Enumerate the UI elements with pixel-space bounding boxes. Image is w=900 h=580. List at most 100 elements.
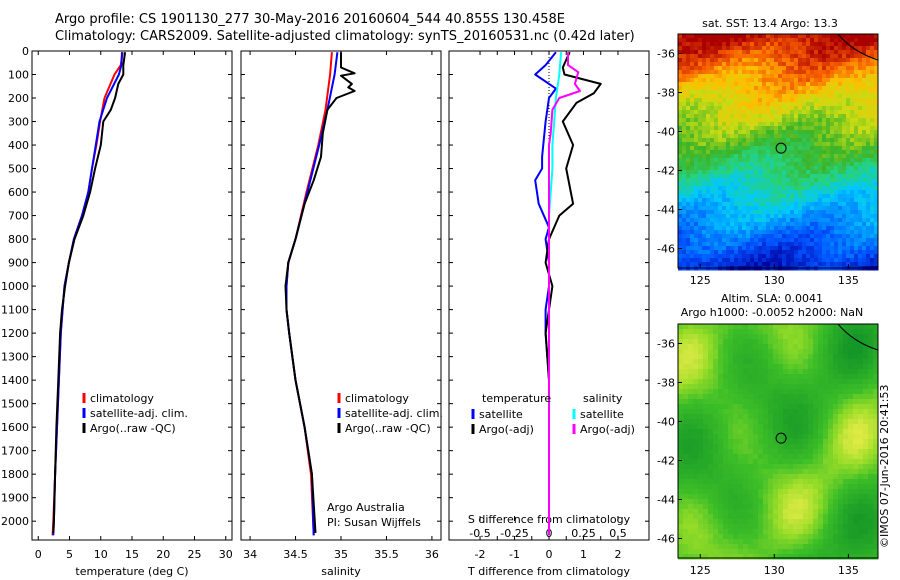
map-cell xyxy=(726,166,731,171)
map-cell xyxy=(678,222,683,227)
map-cell xyxy=(778,118,783,123)
map-cell xyxy=(858,38,863,43)
map-cell xyxy=(742,206,747,211)
map-cell xyxy=(833,424,839,430)
map-cell xyxy=(838,238,843,243)
map-cell xyxy=(790,258,795,263)
map-cell xyxy=(858,499,864,505)
map-cell xyxy=(718,114,723,119)
map-cell xyxy=(758,194,763,199)
map-cell xyxy=(774,86,779,91)
map-cell xyxy=(868,434,874,440)
map-cell xyxy=(802,90,807,95)
map-cell xyxy=(833,419,839,425)
map-cell xyxy=(722,66,727,71)
map-cell xyxy=(786,126,791,131)
map-cell xyxy=(830,62,835,67)
map-cell xyxy=(750,162,755,167)
map-cell xyxy=(814,98,819,103)
map-cell xyxy=(698,434,704,440)
map-cell xyxy=(698,82,703,87)
map-cell xyxy=(753,339,759,345)
map-cell xyxy=(858,434,864,440)
map-cell xyxy=(874,170,879,175)
map-cell xyxy=(728,349,734,355)
map-cell xyxy=(758,339,764,345)
map-cell xyxy=(848,509,854,515)
map-cell xyxy=(788,444,794,450)
map-cell xyxy=(790,134,795,139)
map-cell xyxy=(698,499,704,505)
map-cell xyxy=(803,374,809,380)
map-cell xyxy=(846,98,851,103)
map-cell xyxy=(810,70,815,75)
map-cell xyxy=(718,230,723,235)
map-cell xyxy=(718,344,724,350)
map-cell xyxy=(766,242,771,247)
map-cell xyxy=(713,434,719,440)
map-cell xyxy=(698,504,704,510)
map-cell xyxy=(870,226,875,231)
map-cell xyxy=(718,222,723,227)
map-cell xyxy=(690,90,695,95)
map-cell xyxy=(678,329,684,335)
map-cell xyxy=(838,190,843,195)
map-cell xyxy=(810,254,815,259)
map-cell xyxy=(750,34,755,39)
map-cell xyxy=(768,539,774,545)
map-cell xyxy=(678,162,683,167)
map-cell xyxy=(828,534,834,540)
map-cell xyxy=(842,242,847,247)
map-cell xyxy=(698,186,703,191)
map-cell xyxy=(838,46,843,51)
map-cell xyxy=(770,210,775,215)
map-cell xyxy=(808,534,814,540)
map-cell xyxy=(714,242,719,247)
map-cell xyxy=(742,238,747,243)
map-cell xyxy=(742,170,747,175)
map-cell xyxy=(822,186,827,191)
map-cell xyxy=(833,439,839,445)
map-cell xyxy=(726,94,731,99)
map-cell xyxy=(706,46,711,51)
map-cell xyxy=(814,178,819,183)
map-cell xyxy=(726,174,731,179)
map-cell xyxy=(713,354,719,360)
map-cell xyxy=(678,102,683,107)
map-cell xyxy=(870,106,875,111)
map-cell xyxy=(874,62,879,67)
map-cell xyxy=(838,186,843,191)
map-cell xyxy=(714,178,719,183)
map-cell xyxy=(690,262,695,267)
map-cell xyxy=(794,126,799,131)
map-cell xyxy=(858,454,864,460)
map-cell xyxy=(682,142,687,147)
map-cell xyxy=(723,339,729,345)
map-cell xyxy=(698,449,704,455)
map-cell xyxy=(726,206,731,211)
map-cell xyxy=(842,42,847,47)
map-cell xyxy=(790,262,795,267)
map-cell xyxy=(722,162,727,167)
map-cell xyxy=(822,126,827,131)
map-cell xyxy=(873,374,879,380)
map-cell xyxy=(683,364,689,370)
map-cell xyxy=(830,226,835,231)
map-cell xyxy=(730,82,735,87)
map-cell xyxy=(718,130,723,135)
map-cell xyxy=(830,142,835,147)
map-cell xyxy=(842,134,847,139)
map-cell xyxy=(758,154,763,159)
map-cell xyxy=(748,414,754,420)
map-cell xyxy=(798,74,803,79)
map-cell xyxy=(698,58,703,63)
map-cell xyxy=(766,42,771,47)
map-cell xyxy=(686,174,691,179)
map-cell xyxy=(763,519,769,525)
map-cell xyxy=(803,329,809,335)
map-cell xyxy=(722,166,727,171)
map-cell xyxy=(710,134,715,139)
map-cell xyxy=(682,170,687,175)
map-cell xyxy=(838,62,843,67)
map-cell xyxy=(726,170,731,175)
